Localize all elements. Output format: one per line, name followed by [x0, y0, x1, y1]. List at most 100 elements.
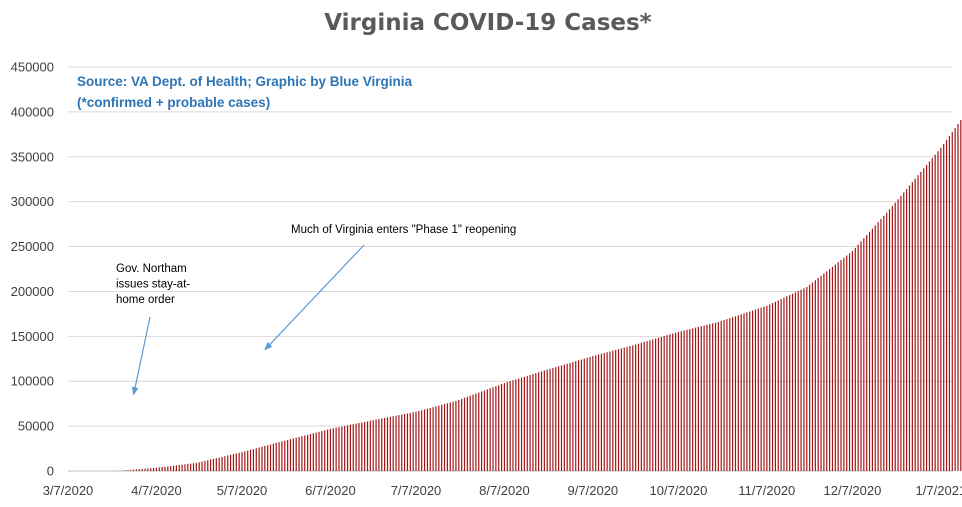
bar	[498, 385, 500, 471]
bar	[925, 164, 928, 472]
bar	[846, 255, 848, 471]
bar	[888, 209, 891, 471]
bar	[389, 416, 391, 471]
bar	[823, 273, 825, 471]
x-tick-label: 8/7/2020	[479, 483, 530, 498]
y-tick-label: 150000	[11, 329, 54, 344]
bar	[292, 438, 294, 471]
bar	[569, 362, 571, 471]
bar	[672, 333, 674, 471]
bar	[432, 407, 434, 471]
bar	[880, 218, 882, 471]
bar	[366, 421, 369, 471]
bar	[506, 382, 508, 471]
annotation-text: home order	[116, 294, 175, 306]
bar	[820, 275, 822, 471]
bar	[897, 199, 899, 471]
bar	[540, 371, 543, 471]
bar	[620, 348, 622, 471]
bar	[449, 402, 451, 471]
bar	[734, 316, 737, 471]
bar	[138, 469, 140, 471]
bar	[258, 447, 260, 471]
bar	[871, 228, 873, 471]
bar	[170, 466, 172, 471]
bar	[860, 241, 862, 471]
bar	[443, 404, 446, 471]
bar	[130, 469, 132, 471]
bar	[951, 131, 953, 471]
annotation-text: Gov. Northam	[116, 263, 187, 275]
y-tick-label: 300000	[11, 194, 54, 209]
bar	[595, 355, 597, 471]
bar	[923, 168, 925, 472]
bar	[754, 309, 757, 471]
bar	[364, 421, 366, 471]
annotation-text: Much of Virginia enters "Phase 1" reopen…	[291, 224, 516, 236]
bar	[307, 434, 309, 471]
bar	[592, 356, 594, 471]
bar	[920, 171, 922, 472]
bar	[252, 449, 255, 471]
bar	[680, 331, 682, 471]
bar	[155, 467, 158, 471]
bar	[928, 161, 931, 472]
bar	[663, 336, 665, 471]
bar	[229, 454, 232, 471]
bar	[712, 323, 714, 471]
bar	[164, 466, 166, 471]
bar	[877, 222, 879, 471]
bar	[549, 368, 551, 471]
bar	[637, 343, 640, 471]
bar	[577, 360, 580, 471]
bar	[406, 413, 409, 471]
bar	[238, 452, 240, 471]
bar	[486, 389, 488, 471]
bar	[726, 319, 728, 471]
bar	[843, 257, 845, 471]
bar	[580, 359, 583, 471]
bar	[657, 337, 660, 471]
bar	[204, 460, 206, 471]
bar	[232, 454, 235, 471]
bar	[583, 358, 585, 471]
bar	[227, 455, 229, 471]
bar	[917, 175, 919, 471]
bar	[757, 308, 759, 471]
bar	[423, 409, 426, 471]
x-axis-ticks: 3/7/2020 4/7/2020 5/7/2020 6/7/2020 7/7/2020…	[43, 483, 962, 498]
bar	[749, 311, 751, 471]
bar	[344, 425, 346, 471]
bar	[914, 178, 916, 471]
bar	[127, 470, 129, 471]
bar	[289, 439, 292, 471]
bar	[463, 397, 466, 471]
bar	[714, 322, 717, 471]
bar	[786, 296, 788, 471]
bar	[623, 347, 625, 471]
bar	[190, 463, 192, 471]
bar	[147, 468, 149, 471]
bar	[703, 325, 705, 471]
x-tick-label: 3/7/2020	[43, 483, 94, 498]
bar	[720, 321, 722, 471]
bar	[774, 301, 777, 471]
bar	[195, 462, 197, 471]
bar	[378, 419, 380, 471]
bar	[401, 414, 403, 471]
bar	[851, 251, 854, 471]
bar	[249, 449, 252, 471]
bar	[606, 352, 608, 471]
bar	[281, 441, 283, 471]
bar	[429, 407, 431, 471]
bar	[415, 411, 417, 471]
bar	[192, 463, 195, 471]
bar	[575, 361, 577, 471]
x-tick-label: 6/7/2020	[305, 483, 356, 498]
bar	[831, 266, 834, 471]
bar	[635, 344, 637, 471]
x-tick-label: 11/7/2020	[738, 483, 795, 498]
bar	[632, 345, 634, 471]
bar	[241, 452, 243, 471]
bar	[338, 427, 340, 471]
